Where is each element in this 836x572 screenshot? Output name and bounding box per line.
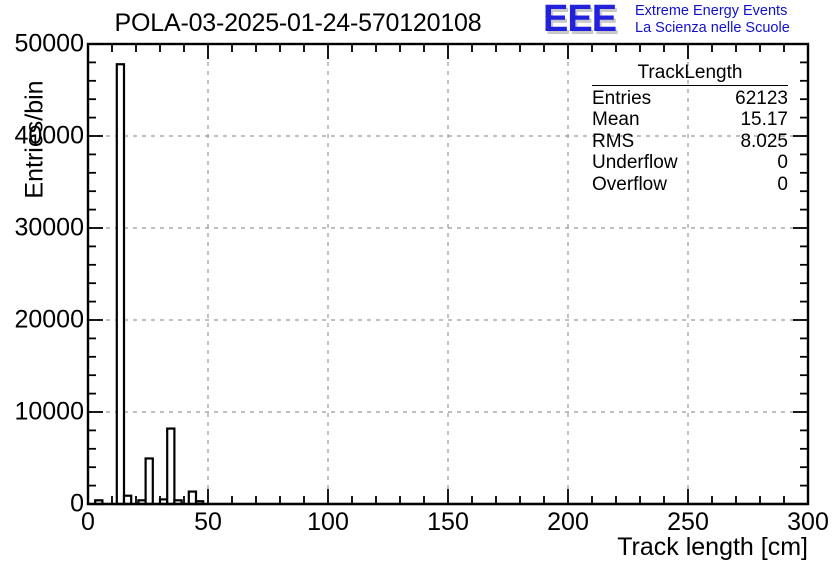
eee-logo-letters: EEE (543, 0, 617, 40)
eee-logo: EEE Extreme Energy Events La Scienza nel… (543, 0, 833, 42)
stats-title: TrackLength (637, 62, 743, 83)
stats-box: TrackLength Entries 62123 Mean 15.17 RMS 8.02… (592, 62, 788, 195)
stats-value: 0 (777, 173, 788, 195)
stats-key: Mean (592, 109, 640, 130)
x-tick-label: 250 (667, 508, 709, 536)
x-tick-label: 50 (194, 508, 222, 536)
stats-key: Entries (592, 87, 652, 109)
axis-ticks (87, 43, 809, 505)
y-tick-label: 40000 (14, 121, 84, 150)
x-tick-label: 100 (307, 508, 349, 536)
eee-logo-line2: La Scienza nelle Scuole (635, 20, 790, 36)
stats-row: Mean 15.17 (592, 109, 788, 131)
y-tick-label: 30000 (14, 213, 84, 242)
stats-row: Entries 62123 (592, 88, 788, 110)
eee-logo-line1: Extreme Energy Events (635, 3, 788, 19)
x-tick-label: 200 (547, 508, 589, 536)
stats-key: RMS (592, 130, 635, 152)
x-tick-label: 0 (81, 508, 95, 536)
stats-row: Overflow 0 (592, 174, 788, 196)
y-tick-label: 0 (70, 489, 84, 518)
stats-row: RMS 8.025 (592, 131, 788, 153)
stats-divider (592, 84, 788, 86)
stats-value: 8.025 (740, 130, 788, 152)
stats-value: 62123 (735, 87, 788, 109)
stats-rows: Entries 62123 Mean 15.17 RMS 8.025 Underflow 0 O… (592, 88, 788, 196)
grid-lines (88, 44, 808, 504)
stats-row: Underflow 0 (592, 152, 788, 174)
stats-value: 15.17 (740, 109, 788, 130)
stats-key: Overflow (592, 173, 667, 195)
stats-key: Underflow (592, 152, 678, 173)
y-tick-label: 10000 (14, 397, 84, 426)
stats-value: 0 (777, 152, 788, 173)
y-axis-tick-labels: 0 10000 20000 30000 40000 50000 (0, 0, 84, 572)
y-tick-label: 20000 (14, 305, 84, 334)
y-tick-label: 50000 (14, 29, 84, 58)
x-tick-label: 150 (427, 508, 469, 536)
eee-logo-text: Extreme Energy Events La Scienza nelle S… (635, 3, 790, 37)
page-title: POLA-03-2025-01-24-570120108 (114, 9, 482, 37)
x-tick-label: 300 (787, 508, 829, 536)
x-axis-title: Track length [cm] (617, 533, 808, 561)
